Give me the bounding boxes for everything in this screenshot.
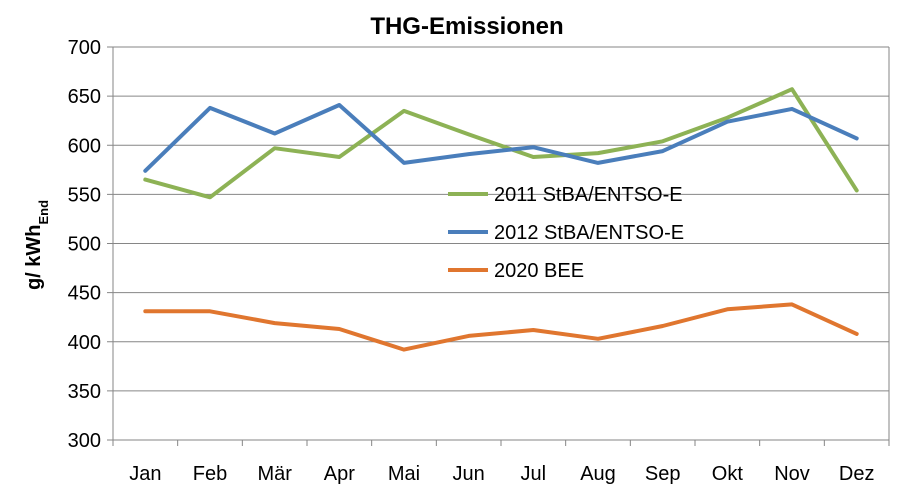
y-tick-label: 350: [68, 381, 101, 403]
series-lines: [143, 87, 859, 352]
legend: 2011 StBA/ENTSO-E 2012 StBA/ENTSO-E 2020 B…: [448, 184, 684, 282]
y-tick-label: 600: [68, 135, 101, 157]
x-tick-label: Mai: [388, 463, 420, 485]
series-line-2: [143, 103, 859, 173]
legend-label-3: 2020 BEE: [494, 260, 584, 282]
y-tick-label: 650: [68, 86, 101, 108]
x-tick-label: Aug: [580, 463, 616, 485]
y-axis-label-main: g/ kWh: [23, 225, 45, 291]
chart-title: THG-Emissionen: [370, 13, 563, 40]
axes: 300 350 400 450 500 550 600 650 700 Jan Feb Mär Apr M…: [68, 37, 890, 485]
x-tick-label: Nov: [774, 463, 810, 485]
series-line-1: [143, 87, 859, 200]
legend-label-1: 2011 StBA/ENTSO-E: [494, 184, 683, 206]
y-tick-label: 550: [68, 184, 101, 206]
x-tick-label: Jul: [521, 463, 547, 485]
x-tick-label: Jun: [453, 463, 485, 485]
x-tick-label: Feb: [193, 463, 227, 485]
x-tick-label: Dez: [839, 463, 875, 485]
x-tick-label: Mär: [257, 463, 292, 485]
series-line-3: [143, 302, 859, 352]
y-axis-label: g/ kWhEnd: [23, 200, 51, 290]
x-tick-label: Okt: [712, 463, 744, 485]
x-tick-label: Jan: [129, 463, 161, 485]
legend-label-2: 2012 StBA/ENTSO-E: [494, 222, 684, 244]
y-tick-label: 400: [68, 332, 101, 354]
x-tick-label: Sep: [645, 463, 681, 485]
y-tick-label: 700: [68, 37, 101, 59]
y-tick-label: 500: [68, 234, 101, 256]
y-axis-label-subscript: End: [36, 200, 51, 225]
y-tick-label: 450: [68, 283, 101, 305]
x-tick-label: Apr: [324, 463, 355, 485]
y-tick-label: 300: [68, 430, 101, 452]
